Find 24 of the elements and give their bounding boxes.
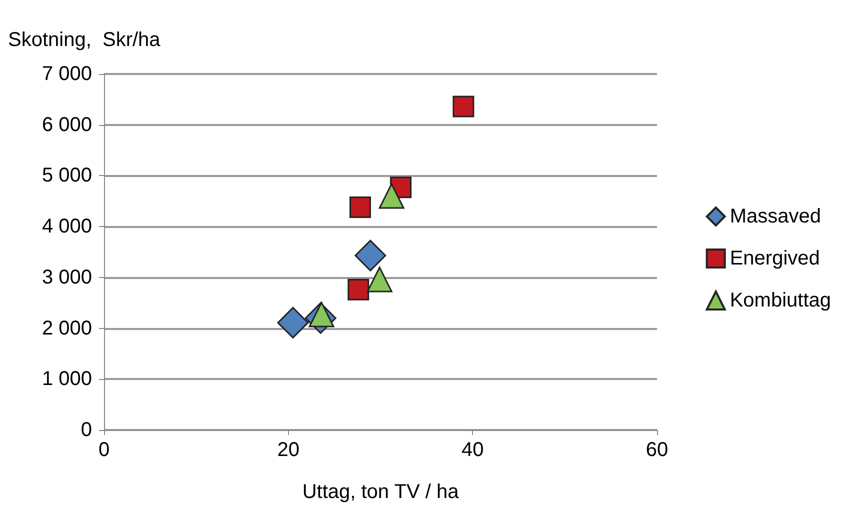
y-tick-label: 3 000 (42, 266, 92, 288)
legend-label: Kombiuttag (730, 290, 831, 312)
y-axis-title: Skotning, Skr/ha (8, 29, 162, 51)
point (277, 306, 309, 338)
legend-label: Massaved (730, 206, 821, 228)
point (378, 183, 404, 209)
x-tick-label: 0 (98, 439, 110, 461)
point (349, 196, 371, 218)
y-tick-label: 6 000 (42, 114, 92, 136)
legend-label: Energived (730, 248, 820, 270)
x-tick-label: 60 (646, 439, 668, 461)
point (354, 240, 386, 272)
y-tick-label: 7 000 (42, 63, 92, 85)
point (366, 266, 392, 292)
point (348, 278, 370, 300)
y-tick-label: 2 000 (42, 317, 92, 340)
x-tick-label: 40 (462, 439, 484, 461)
point (452, 96, 474, 118)
y-tick-label: 0 (80, 419, 92, 441)
y-tick-label: 5 000 (42, 164, 92, 187)
x-axis-title: Uttag, ton TV / ha (302, 481, 460, 503)
x-tick-label: 20 (277, 439, 300, 461)
y-tick-label: 1 000 (42, 368, 92, 390)
y-tick-label: 4 000 (42, 216, 92, 238)
